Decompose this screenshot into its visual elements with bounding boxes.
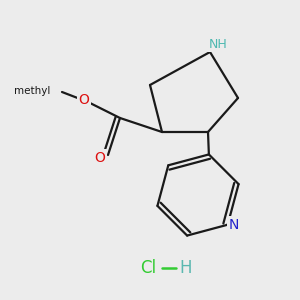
Text: H: H (180, 259, 192, 277)
Text: O: O (94, 151, 105, 165)
Text: Cl: Cl (140, 259, 156, 277)
Text: O: O (79, 93, 89, 107)
Text: N: N (229, 218, 239, 232)
Text: methyl: methyl (14, 86, 50, 96)
Text: NH: NH (208, 38, 227, 50)
